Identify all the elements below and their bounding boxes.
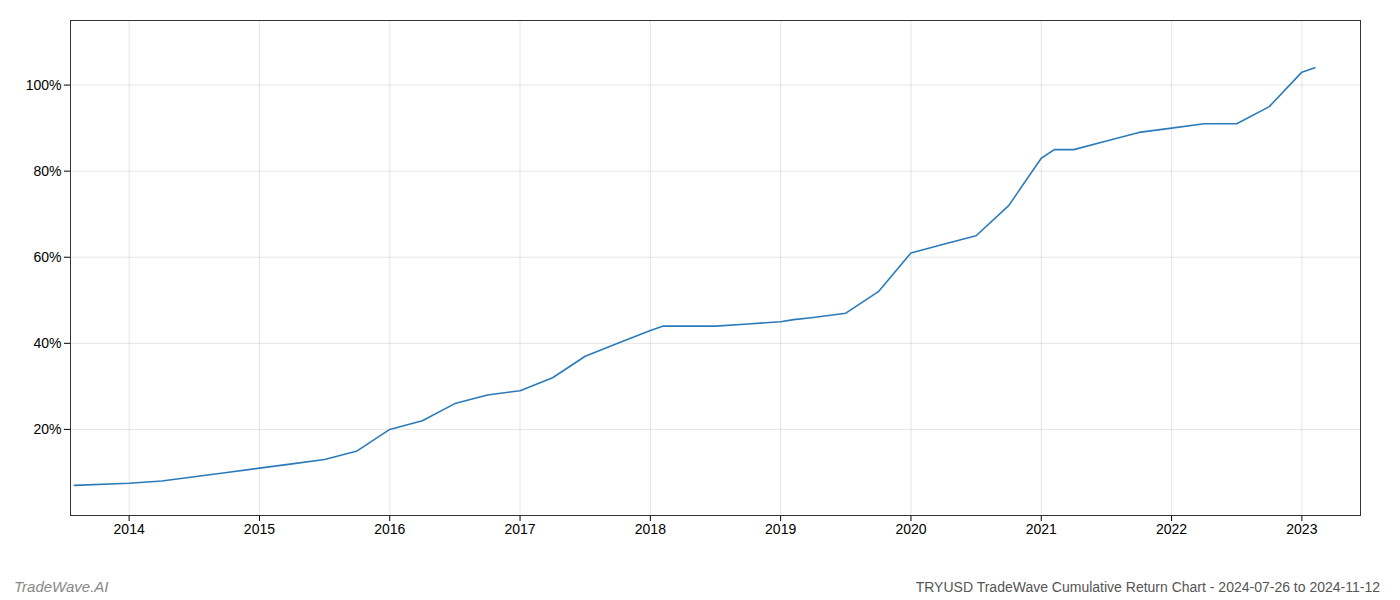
- svg-text:2023: 2023: [1286, 521, 1317, 537]
- svg-text:2015: 2015: [244, 521, 275, 537]
- svg-text:2022: 2022: [1156, 521, 1187, 537]
- html-text:TradeWave.AI: TradeWave.AI: [14, 578, 109, 595]
- svg-text:2017: 2017: [504, 521, 535, 537]
- svg-text:2019: 2019: [765, 521, 796, 537]
- svg-text:2016: 2016: [374, 521, 405, 537]
- svg-text:2014: 2014: [114, 521, 145, 537]
- svg-text:80%: 80%: [33, 163, 61, 179]
- html-text:TRYUSD TradeWave Cumulative Re: TRYUSD TradeWave Cumulative Return Chart…: [915, 579, 1380, 595]
- svg-text:100%: 100%: [26, 77, 62, 93]
- svg-text:2018: 2018: [635, 521, 666, 537]
- svg-text:60%: 60%: [33, 249, 61, 265]
- svg-text:20%: 20%: [33, 421, 61, 437]
- svg-text:40%: 40%: [33, 335, 61, 351]
- svg-text:2021: 2021: [1026, 521, 1057, 537]
- svg-text:2020: 2020: [895, 521, 926, 537]
